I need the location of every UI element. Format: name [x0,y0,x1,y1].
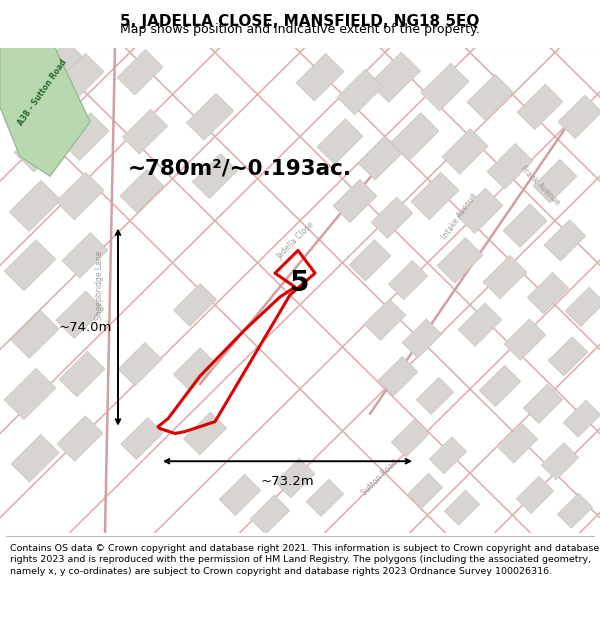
Polygon shape [429,437,467,474]
Polygon shape [533,159,577,203]
Polygon shape [317,119,363,164]
Text: 5: 5 [290,269,310,297]
Text: Sutton Road: Sutton Road [360,458,400,498]
Polygon shape [9,181,61,231]
Polygon shape [219,474,261,516]
Polygon shape [333,179,377,222]
Polygon shape [421,63,469,111]
Polygon shape [306,479,344,516]
Polygon shape [4,240,56,291]
Text: Contains OS data © Crown copyright and database right 2021. This information is : Contains OS data © Crown copyright and d… [10,544,599,576]
Polygon shape [503,204,547,248]
Polygon shape [62,232,108,278]
Polygon shape [120,169,164,212]
Polygon shape [548,337,588,376]
Polygon shape [11,311,59,358]
Polygon shape [193,154,238,199]
Polygon shape [487,144,533,189]
Polygon shape [402,319,442,358]
Polygon shape [370,52,421,102]
Text: A38 - Sutton Road: A38 - Sutton Road [16,58,68,127]
Polygon shape [527,272,569,314]
Polygon shape [498,424,538,463]
Polygon shape [437,238,483,283]
Polygon shape [467,74,513,120]
Polygon shape [563,400,600,437]
Polygon shape [57,416,103,461]
Polygon shape [173,284,217,326]
Polygon shape [391,420,429,457]
Polygon shape [504,319,546,360]
Polygon shape [371,197,413,238]
Polygon shape [411,172,459,220]
Polygon shape [184,412,227,455]
Polygon shape [14,121,66,172]
Polygon shape [250,495,290,534]
Polygon shape [117,49,163,95]
Polygon shape [121,418,163,459]
Polygon shape [541,442,579,480]
Polygon shape [516,476,554,513]
Polygon shape [483,256,527,299]
Polygon shape [364,299,406,341]
Polygon shape [56,291,104,339]
Text: Frank Avenue: Frank Avenue [518,164,562,208]
Polygon shape [544,220,586,261]
Polygon shape [565,288,600,326]
Polygon shape [173,348,217,391]
Text: 5, JADELLA CLOSE, MANSFIELD, NG18 5EQ: 5, JADELLA CLOSE, MANSFIELD, NG18 5EQ [121,14,479,29]
Polygon shape [38,41,82,84]
Polygon shape [457,188,503,234]
Text: Map shows position and indicative extent of the property.: Map shows position and indicative extent… [120,22,480,36]
Text: ~74.0m: ~74.0m [59,321,112,334]
Polygon shape [187,93,233,140]
Polygon shape [122,109,167,154]
Polygon shape [61,112,109,161]
Polygon shape [0,48,90,176]
Polygon shape [358,137,402,180]
Text: Sheepbridge Lane: Sheepbridge Lane [95,251,104,320]
Polygon shape [458,303,502,346]
Polygon shape [11,434,59,482]
Polygon shape [558,95,600,139]
Polygon shape [378,356,418,396]
Text: ~73.2m: ~73.2m [260,475,314,488]
Polygon shape [391,112,439,161]
Polygon shape [337,69,383,115]
Polygon shape [56,53,104,101]
Polygon shape [349,239,391,281]
Polygon shape [445,490,479,525]
Polygon shape [56,172,104,220]
Polygon shape [557,493,593,528]
Polygon shape [296,53,344,101]
Polygon shape [275,459,315,498]
Polygon shape [517,84,563,129]
Polygon shape [118,342,162,386]
Text: ~780m²/~0.193ac.: ~780m²/~0.193ac. [128,158,352,178]
Polygon shape [388,261,428,300]
Polygon shape [442,129,488,174]
Polygon shape [4,368,56,419]
Polygon shape [416,378,454,414]
Text: Intake Avenue: Intake Avenue [440,191,479,241]
Text: Jadella Close: Jadella Close [275,220,316,261]
Polygon shape [479,366,521,407]
Polygon shape [59,351,105,397]
Polygon shape [523,384,563,423]
Polygon shape [4,61,56,112]
Polygon shape [407,473,443,508]
